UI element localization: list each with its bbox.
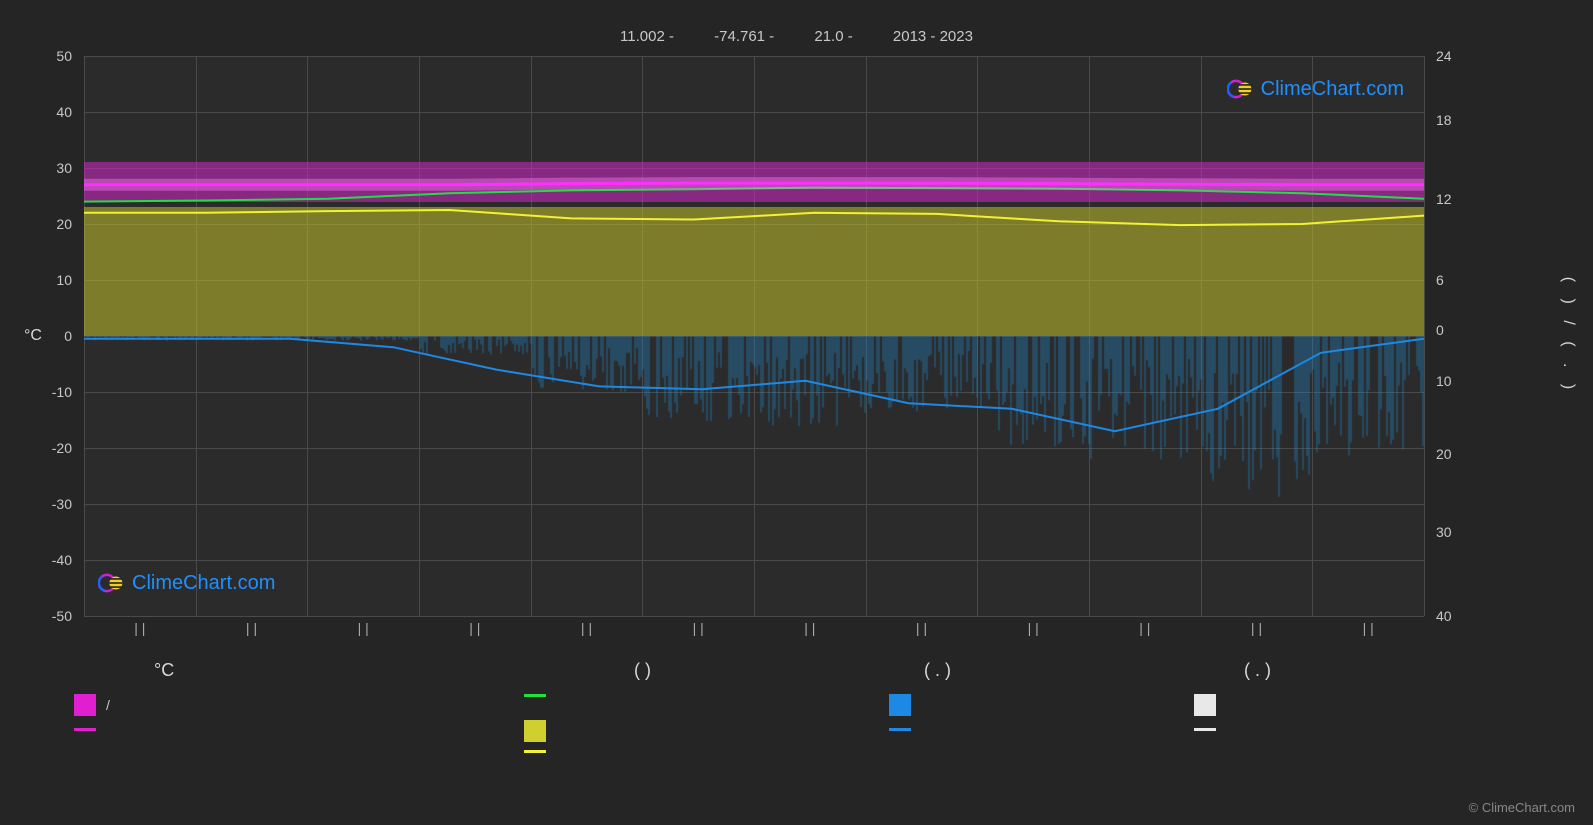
legend-temp-solid: / — [74, 694, 110, 716]
watermark-top: ClimeChart.com — [1227, 76, 1404, 102]
y-right-ticks: 2418126010203040 — [1428, 56, 1488, 616]
legend-header-1: °C — [154, 660, 174, 681]
swatch-line-green — [524, 694, 546, 697]
brand-logo-icon — [1227, 76, 1253, 102]
swatch-line-yellow — [524, 750, 546, 753]
legend-yellow-line — [524, 750, 556, 753]
legend-blue-solid — [889, 694, 921, 716]
header-elev: 21.0 - — [814, 28, 852, 45]
swatch-white — [1194, 694, 1216, 716]
legend-header-2: ( ) — [634, 660, 651, 681]
header-lat: 11.002 - — [620, 28, 674, 45]
legend-header-3: ( . ) — [924, 660, 951, 681]
swatch-line-white — [1194, 728, 1216, 731]
swatch-blue — [889, 694, 911, 716]
swatch-yellow — [524, 720, 546, 742]
legend-temp-line — [74, 728, 106, 731]
legend-header-4: ( . ) — [1244, 660, 1271, 681]
watermark-bottom: ClimeChart.com — [98, 570, 275, 596]
swatch-magenta — [74, 694, 96, 716]
legend-white-solid — [1194, 694, 1226, 716]
swatch-line-magenta — [74, 728, 96, 731]
plot-area: ClimeChart.com ClimeChart.com — [84, 56, 1424, 616]
header-years: 2013 - 2023 — [893, 28, 973, 45]
footer-copyright: © ClimeChart.com — [1469, 800, 1575, 815]
legend-headers: °C ( ) ( . ) ( . ) — [84, 660, 1424, 686]
legend-green-line — [524, 694, 556, 697]
legend-white-line — [1194, 728, 1226, 731]
header-lon: -74.761 - — [714, 28, 774, 45]
swatch-line-blue — [889, 728, 911, 731]
y-left-ticks: 50403020100-10-20-30-40-50 — [0, 56, 80, 616]
legend-label: / — [106, 697, 110, 713]
brand-logo-icon — [98, 570, 124, 596]
legend-blue-line — [889, 728, 921, 731]
chart-header: 11.002 - -74.761 - 21.0 - 2013 - 2023 — [0, 28, 1593, 45]
trend-lines — [84, 56, 1424, 616]
x-ticks: | || || || || || || || || || || || | — [84, 620, 1424, 640]
brand-text: ClimeChart.com — [132, 572, 275, 595]
y-right-axis-title: ( ) / ( . ) — [1559, 277, 1577, 395]
legend-yellow-solid — [524, 720, 556, 742]
chart-container: 11.002 - -74.761 - 21.0 - 2013 - 2023 °C… — [0, 0, 1593, 825]
brand-text: ClimeChart.com — [1261, 78, 1404, 101]
